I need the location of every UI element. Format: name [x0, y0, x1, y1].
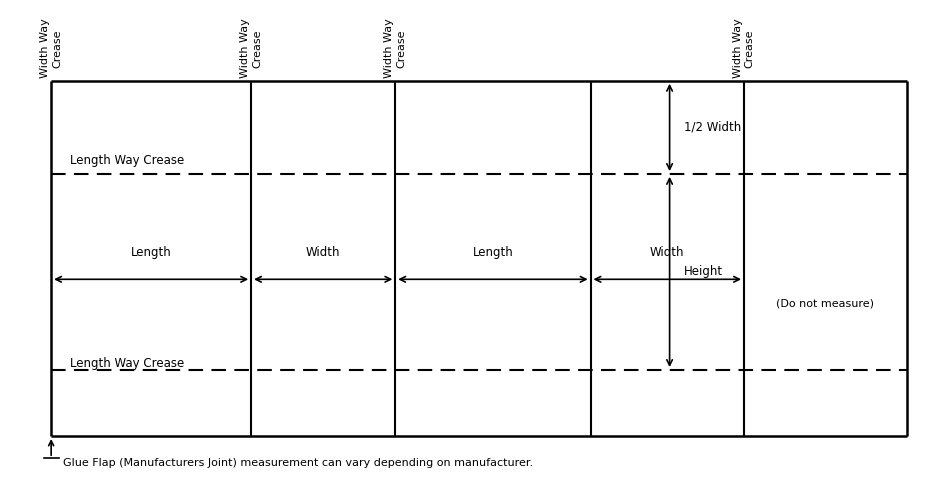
Text: Length Way Crease: Length Way Crease	[70, 357, 184, 370]
Text: Glue Flap (Manufacturers Joint) measurement can vary depending on manufacturer.: Glue Flap (Manufacturers Joint) measurem…	[63, 458, 534, 468]
Text: Width Way
Crease: Width Way Crease	[384, 19, 406, 78]
Text: 1/2 Width: 1/2 Width	[684, 121, 741, 134]
Text: Width: Width	[306, 246, 340, 259]
Text: Width Way
Crease: Width Way Crease	[240, 19, 262, 78]
Text: Length: Length	[472, 246, 513, 259]
Text: Width: Width	[650, 246, 684, 259]
Text: Length: Length	[131, 246, 171, 259]
Text: Width Way
Crease: Width Way Crease	[40, 19, 62, 78]
Text: Length Way Crease: Length Way Crease	[70, 153, 184, 167]
Text: Height: Height	[684, 266, 723, 278]
Text: (Do not measure): (Do not measure)	[777, 299, 874, 309]
Text: Width Way
Crease: Width Way Crease	[733, 19, 755, 78]
